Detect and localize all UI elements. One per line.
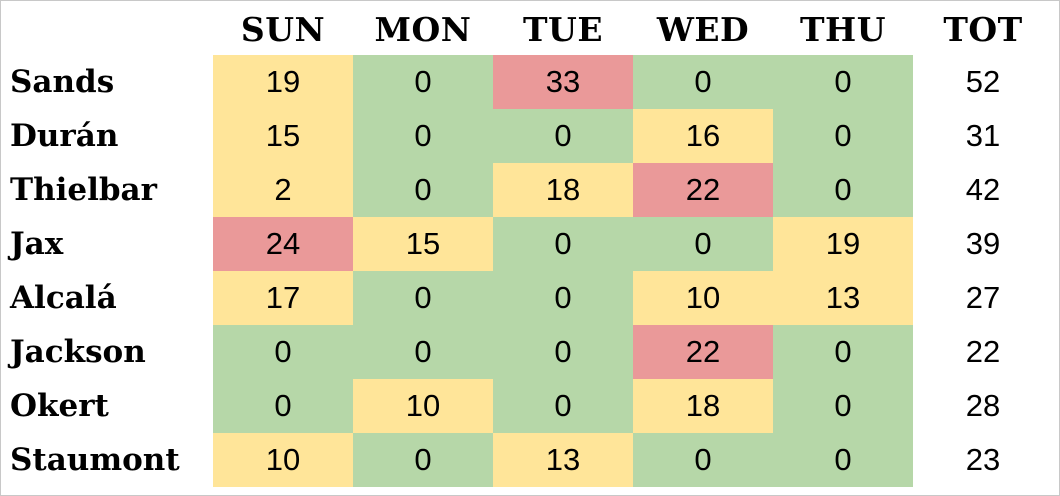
- heatmap-cell-wed: 22: [633, 325, 773, 379]
- heatmap-body: Sands 19 0 33 0 0 52 Durán 15 0 0 16 0 31 Thielbar 2 0 18…: [1, 55, 1053, 487]
- row-total: 27: [913, 271, 1053, 325]
- column-header-wed: WED: [656, 9, 750, 49]
- heatmap-cell-tue: 13: [493, 433, 633, 487]
- heatmap-cell-thu: 0: [773, 325, 913, 379]
- table-row: Jackson 0 0 0 22 0 22: [1, 325, 1053, 379]
- heatmap-cell-wed: 22: [633, 163, 773, 217]
- row-label: Jackson: [10, 334, 146, 370]
- table-row: Jax 24 15 0 0 19 39: [1, 217, 1053, 271]
- heatmap-cell-wed: 10: [633, 271, 773, 325]
- heatmap-cell-sun: 10: [213, 433, 353, 487]
- row-total: 23: [913, 433, 1053, 487]
- heatmap-cell-thu: 0: [773, 109, 913, 163]
- heatmap-table: SUN MON TUE WED THU TOT Sands 19 0 33 0 0 52 Du…: [1, 3, 1053, 487]
- row-total: 28: [913, 379, 1053, 433]
- row-label: Sands: [10, 64, 115, 100]
- heatmap-cell-tue: 0: [493, 379, 633, 433]
- heatmap-cell-wed: 16: [633, 109, 773, 163]
- heatmap-cell-thu: 19: [773, 217, 913, 271]
- row-label: Okert: [10, 388, 109, 424]
- heatmap-cell-thu: 0: [773, 433, 913, 487]
- heatmap-cell-tue: 33: [493, 55, 633, 109]
- column-header-thu: THU: [799, 9, 886, 49]
- row-label: Thielbar: [10, 172, 157, 208]
- heatmap-cell-tue: 0: [493, 109, 633, 163]
- row-total: 52: [913, 55, 1053, 109]
- row-total: 42: [913, 163, 1053, 217]
- heatmap-cell-thu: 13: [773, 271, 913, 325]
- column-header-total: TOT: [943, 9, 1023, 49]
- column-header-tue: TUE: [523, 9, 603, 49]
- table-row: Staumont 10 0 13 0 0 23: [1, 433, 1053, 487]
- heatmap-cell-thu: 0: [773, 163, 913, 217]
- heatmap-cell-mon: 0: [353, 271, 493, 325]
- heatmap-cell-wed: 0: [633, 433, 773, 487]
- row-label: Staumont: [10, 442, 180, 478]
- table-row: Thielbar 2 0 18 22 0 42: [1, 163, 1053, 217]
- heatmap-cell-tue: 0: [493, 217, 633, 271]
- heatmap-cell-sun: 2: [213, 163, 353, 217]
- header-row: SUN MON TUE WED THU TOT: [1, 3, 1053, 55]
- table-row: Alcalá 17 0 0 10 13 27: [1, 271, 1053, 325]
- heatmap-cell-sun: 19: [213, 55, 353, 109]
- heatmap-cell-mon: 15: [353, 217, 493, 271]
- row-total: 31: [913, 109, 1053, 163]
- heatmap-cell-thu: 0: [773, 55, 913, 109]
- heatmap-cell-mon: 0: [353, 325, 493, 379]
- row-label: Alcalá: [10, 280, 117, 316]
- heatmap-cell-tue: 0: [493, 325, 633, 379]
- heatmap-cell-sun: 0: [213, 325, 353, 379]
- heatmap-cell-mon: 0: [353, 109, 493, 163]
- heatmap-cell-mon: 10: [353, 379, 493, 433]
- heatmap-cell-sun: 24: [213, 217, 353, 271]
- column-header-mon: MON: [374, 9, 472, 49]
- table-row: Sands 19 0 33 0 0 52: [1, 55, 1053, 109]
- table-row: Durán 15 0 0 16 0 31: [1, 109, 1053, 163]
- table-row: Okert 0 10 0 18 0 28: [1, 379, 1053, 433]
- column-header-sun: SUN: [240, 9, 326, 49]
- row-label: Jax: [10, 226, 64, 262]
- heatmap-cell-sun: 15: [213, 109, 353, 163]
- heatmap-cell-sun: 17: [213, 271, 353, 325]
- corner-cell: [1, 3, 213, 55]
- heatmap-cell-wed: 18: [633, 379, 773, 433]
- heatmap-cell-tue: 0: [493, 271, 633, 325]
- heatmap-cell-thu: 0: [773, 379, 913, 433]
- heatmap-cell-mon: 0: [353, 55, 493, 109]
- heatmap-cell-mon: 0: [353, 163, 493, 217]
- heatmap-cell-tue: 18: [493, 163, 633, 217]
- heatmap-cell-wed: 0: [633, 217, 773, 271]
- row-total: 22: [913, 325, 1053, 379]
- row-label: Durán: [10, 118, 119, 154]
- heatmap-cell-mon: 0: [353, 433, 493, 487]
- heatmap-cell-sun: 0: [213, 379, 353, 433]
- row-total: 39: [913, 217, 1053, 271]
- heatmap-cell-wed: 0: [633, 55, 773, 109]
